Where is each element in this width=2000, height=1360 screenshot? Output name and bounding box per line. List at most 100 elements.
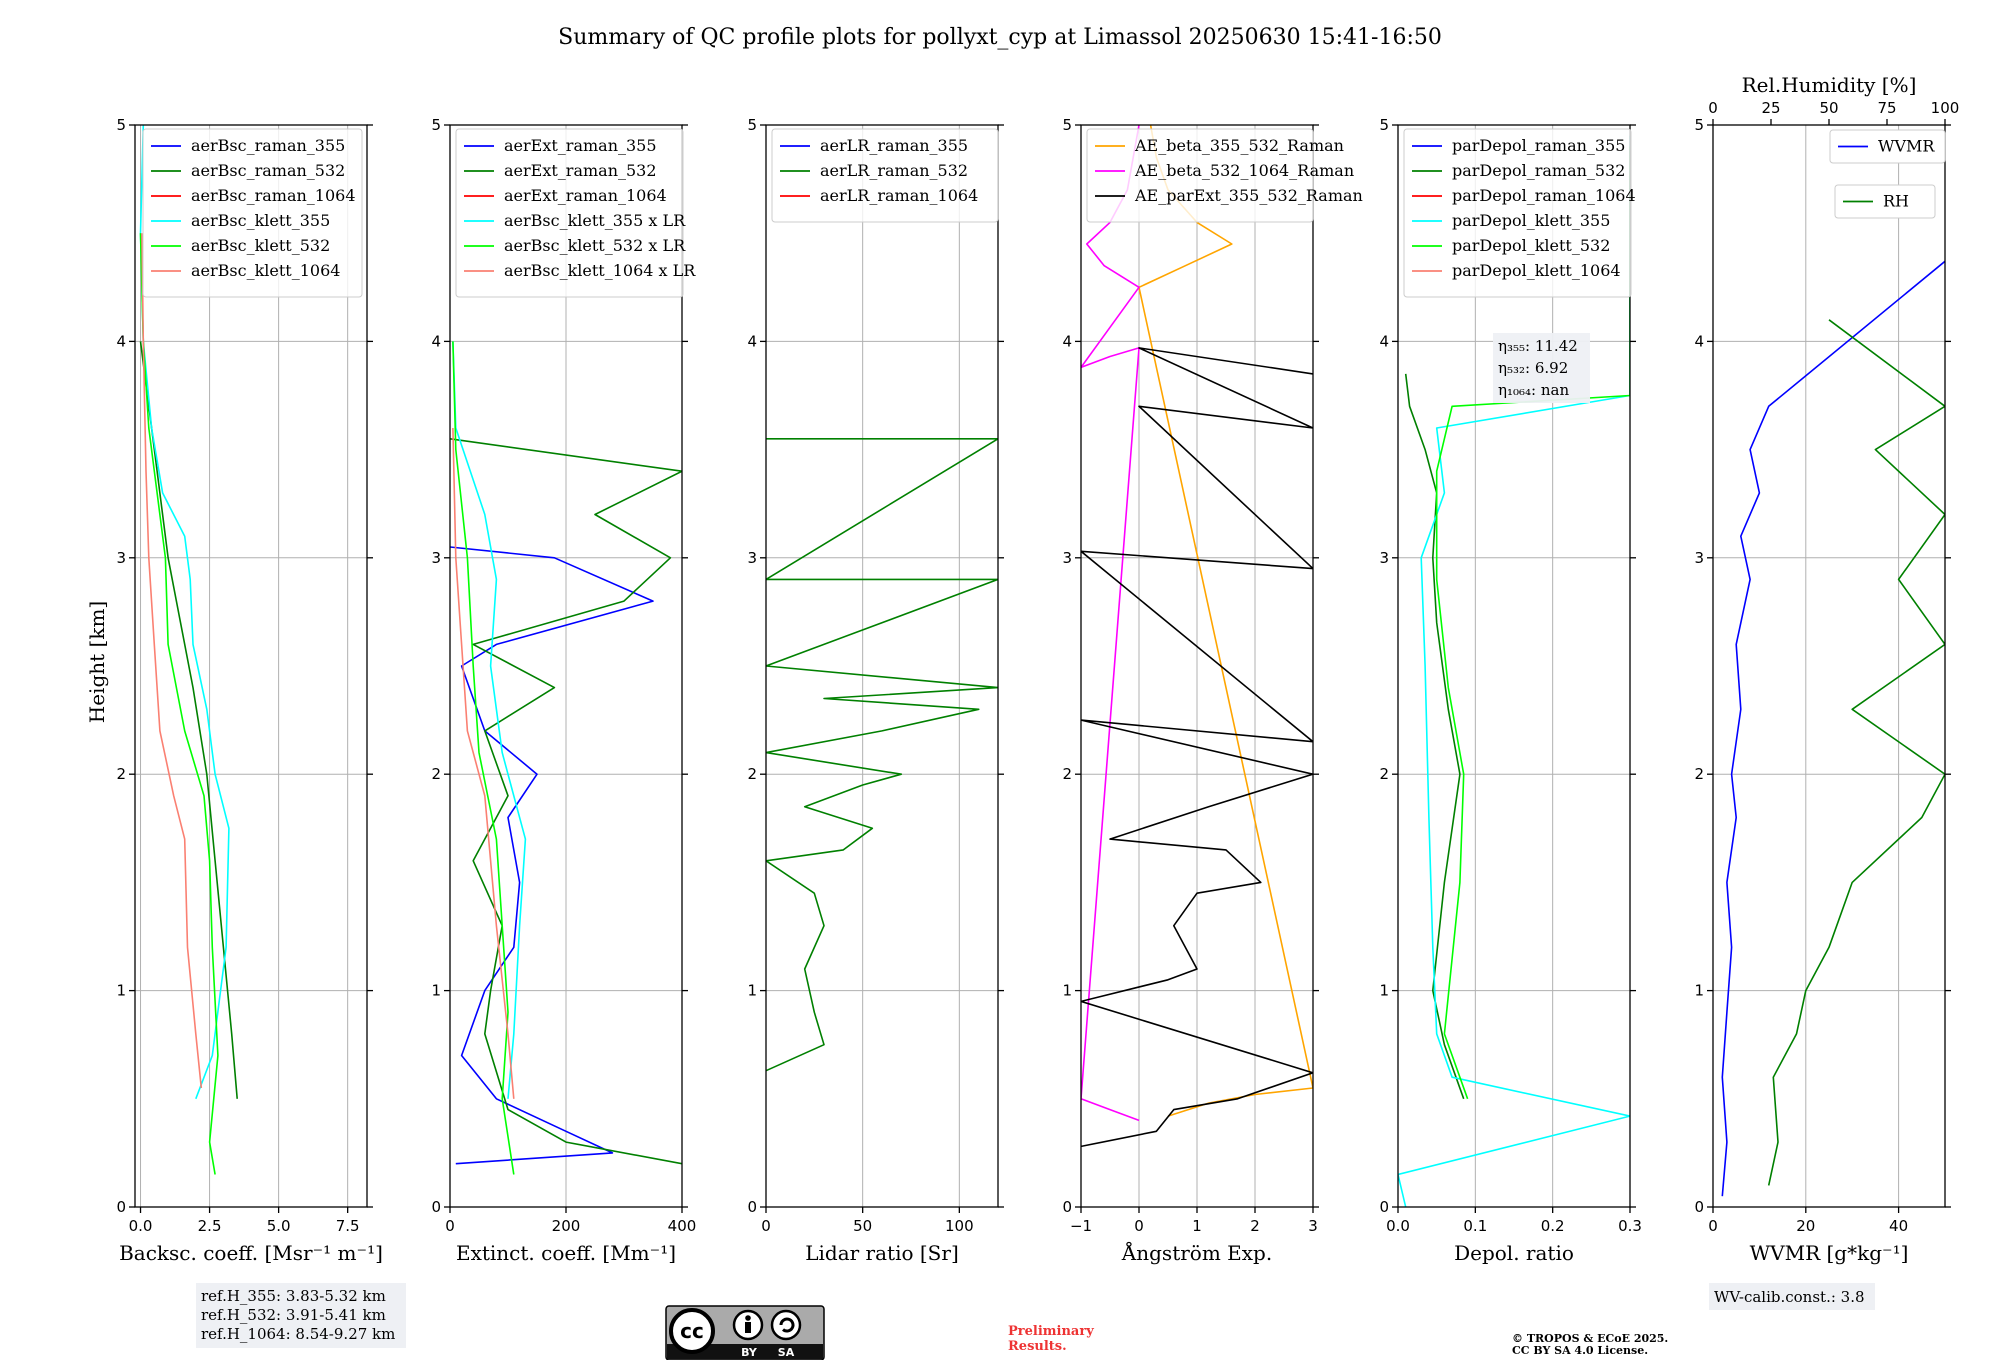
legend: aerExt_raman_355 aerExt_raman_532 aerExt_r…: [455, 128, 696, 298]
by-person-body: [745, 1322, 751, 1333]
x-tick-label: 0.2: [1541, 1217, 1565, 1235]
legend-label: AE_beta_532_1064_Raman: [1134, 161, 1354, 180]
y-tick-label: 2: [747, 765, 757, 783]
series-group: [766, 437, 998, 1072]
x-tick-label: 0: [761, 1217, 771, 1235]
series-line-aerBsc_klett_1064 x LR: [452, 427, 515, 1099]
series-line-parDepol_klett_355: [1398, 135, 1630, 1207]
x2-tick-label: 0: [1708, 99, 1718, 117]
y-tick-label: 0: [1379, 1198, 1389, 1216]
x-tick-label: 40: [1889, 1217, 1908, 1235]
legend-label: aerBsc_raman_355: [191, 136, 345, 155]
legend: aerLR_raman_355 aerLR_raman_532 aerLR_rama…: [771, 128, 999, 223]
x2-tick-label: 75: [1877, 99, 1896, 117]
legend-label: aerBsc_klett_1064: [191, 261, 340, 280]
y-tick-label: 5: [116, 116, 126, 134]
eta-annotation-text: η₃₅₅: 11.42: [1498, 337, 1578, 355]
panel-6: 0 20 40 0 1 2 3 4 5 WVMR [g*kg⁻¹] 0 25 50 75 100 Rel.Hu…: [1694, 73, 1959, 1265]
x-tick-label: −1: [1070, 1217, 1092, 1235]
legend: WVMR RH: [1829, 129, 1946, 219]
y-tick-label: 4: [1062, 332, 1072, 350]
wv-calib-box-bg: [1709, 1283, 1875, 1310]
x2-tick-label: 50: [1819, 99, 1838, 117]
panel-1: 0.0 2.5 5.0 7.5 0 1 2 3 4 5 Backsc. coeff. [Msr⁻¹ …: [116, 116, 382, 1265]
y-tick-label: 0: [116, 1198, 126, 1216]
legend: aerBsc_raman_355 aerBsc_raman_532 aerBsc_r…: [142, 128, 363, 298]
x-axis-label: Ångström Exp.: [1121, 1240, 1272, 1265]
legend-box: [1403, 128, 1632, 298]
x-tick-label: 20: [1796, 1217, 1815, 1235]
y-tick-label: 2: [116, 765, 126, 783]
legend-label: aerExt_raman_1064: [504, 186, 667, 205]
legend-label: aerBsc_klett_355: [191, 211, 330, 230]
series-line-WVMR: [1721, 260, 1945, 1197]
panel-5: 0.0 0.1 0.2 0.3 0 1 2 3 4 5 Depol. ratio parDepol_r…: [1379, 116, 1641, 1265]
x-tick-label: 0.0: [129, 1217, 153, 1235]
series-line-aerBsc_klett_355 x LR: [452, 341, 527, 1099]
series-group: [139, 125, 238, 1175]
ref-height-355: ref.H_355: 3.83-5.32 km: [201, 1287, 386, 1305]
y-tick-label: 2: [1694, 765, 1704, 783]
ref-height-532: ref.H_532: 3.91-5.41 km: [201, 1306, 386, 1324]
y-tick-label: 1: [116, 982, 126, 1000]
legend-label: parDepol_raman_355: [1452, 136, 1625, 155]
series-line-AE_beta_532_1064_Raman: [1081, 125, 1140, 1122]
y-tick-label: 4: [1694, 332, 1704, 350]
x-axis-label: Depol. ratio: [1454, 1241, 1574, 1265]
ref-height-box: ref.H_355: 3.83-5.32 km ref.H_532: 3.91-…: [196, 1283, 406, 1348]
sa-label: SA: [778, 1346, 795, 1359]
eta-annotation-text: η₁₀₆₄: nan: [1498, 381, 1569, 399]
cc-by-sa-badge: cc BY SA: [665, 1305, 825, 1360]
y-tick-label: 1: [1379, 982, 1389, 1000]
y-tick-label: 0: [431, 1198, 441, 1216]
y-tick-label: 0: [747, 1198, 757, 1216]
y-tick-label: 4: [1379, 332, 1389, 350]
legend-label: aerExt_raman_532: [504, 161, 657, 180]
legend-label: aerBsc_klett_1064 x LR: [504, 261, 696, 280]
legend-label: AE_parExt_355_532_Raman: [1134, 186, 1363, 205]
profile-panels: 0.0 2.5 5.0 7.5 0 1 2 3 4 5 Backsc. coeff. [Msr⁻¹ …: [116, 73, 1959, 1265]
y-tick-label: 5: [431, 116, 441, 134]
y-tick-label: 3: [1379, 549, 1389, 567]
x-tick-label: 200: [552, 1217, 581, 1235]
legend-label: aerBsc_klett_355 x LR: [504, 211, 686, 230]
legend-label: parDepol_klett_1064: [1452, 261, 1621, 280]
series-line-aerExt_raman_355: [450, 546, 654, 1165]
eta-annotation-text: η₅₃₂: 6.92: [1498, 359, 1568, 377]
x-tick-label: 0.3: [1618, 1217, 1642, 1235]
cc-letters: cc: [680, 1319, 704, 1343]
by-label: BY: [741, 1346, 758, 1359]
y-tick-label: 1: [747, 982, 757, 1000]
x-tick-label: 50: [853, 1217, 872, 1235]
legend-label: aerLR_raman_532: [820, 161, 968, 180]
results-label: Results.: [1008, 1339, 1067, 1354]
x-axis-label: Extinct. coeff. [Mm⁻¹]: [456, 1241, 676, 1265]
series-line-aerBsc_klett_532: [139, 233, 219, 1175]
y-tick-label: 1: [1062, 982, 1072, 1000]
legend-box: [1829, 129, 1946, 164]
legend-box: [142, 128, 363, 298]
y-tick-label: 2: [1379, 765, 1389, 783]
legend-label: aerLR_raman_1064: [820, 186, 978, 205]
legend-label: parDepol_klett_532: [1452, 236, 1610, 255]
y-tick-label: 1: [1694, 982, 1704, 1000]
legend: AE_beta_355_532_Raman AE_beta_532_1064_Ra…: [1086, 128, 1363, 223]
series-line-aerLR_raman_532: [766, 437, 998, 1072]
axes-frame: [1397, 124, 1631, 1208]
x-tick-label: 0: [445, 1217, 455, 1235]
x-axis-label: WVMR [g*kg⁻¹]: [1750, 1241, 1909, 1265]
axes-frame: [134, 124, 368, 1208]
x-axis-label: Backsc. coeff. [Msr⁻¹ m⁻¹]: [119, 1241, 383, 1265]
y-tick-label: 5: [1694, 116, 1704, 134]
y-tick-label: 4: [747, 332, 757, 350]
series-group: [1721, 260, 1945, 1197]
y-axis-label: Height [km]: [85, 601, 109, 723]
x-tick-label: 2.5: [198, 1217, 222, 1235]
y-tick-label: 5: [1062, 116, 1072, 134]
series-line-aerBsc_klett_1064: [141, 233, 203, 1089]
ref-height-1064: ref.H_1064: 8.54-9.27 km: [201, 1325, 395, 1343]
y-tick-label: 3: [116, 549, 126, 567]
x-tick-label: 5.0: [267, 1217, 291, 1235]
